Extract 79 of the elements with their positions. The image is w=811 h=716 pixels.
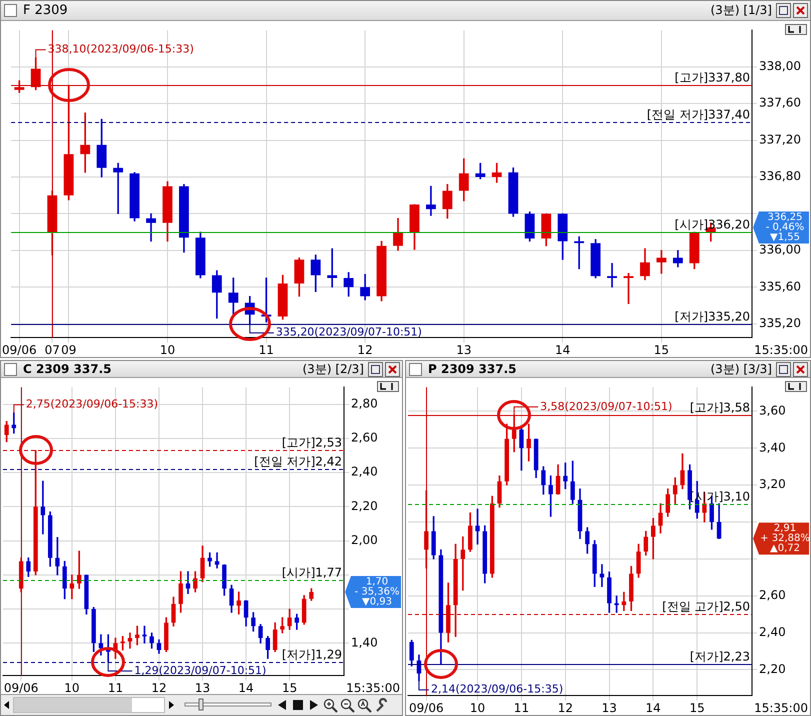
annotation: 335,20(2023/09/07-10:51) [276, 326, 422, 339]
x-tick-label: 15 [654, 342, 670, 357]
candlestick [656, 250, 666, 274]
candlestick [624, 273, 634, 304]
ref-line-label: [전일 저가]2,42 [254, 454, 342, 469]
x-tick-label: 12 [151, 680, 167, 695]
ref-line-label: [전일 저가]337,40 [646, 108, 750, 122]
text: 1,70 - 35,36% ▼0,93 [354, 576, 400, 608]
y-tick-label: 2,20 [351, 498, 378, 513]
x-tick-label: 11 [108, 680, 124, 695]
ref-line-label: [고가]2,53 [282, 436, 342, 450]
chart-title: C 2309 337.5 [23, 362, 112, 376]
x-tick-label: 09/06 [409, 700, 444, 715]
x-tick-label: 12 [558, 700, 573, 715]
x-tick-label: 10 [470, 700, 486, 715]
y-tick-label: 2,00 [351, 532, 378, 547]
x-tick-label: 15 [282, 680, 298, 695]
x-tick-label: 09/06 [4, 680, 38, 695]
x-tick-label: 07 [44, 342, 60, 357]
y-tick-label: 336,80 [759, 169, 801, 184]
x-tick-label: 13 [456, 342, 472, 357]
x-tick-label: 14 [646, 700, 661, 715]
ref-line-label: [저가]2,23 [690, 650, 750, 664]
x-tick-label: 13 [602, 700, 617, 715]
ref-line-label: [전일 고가]2,50 [662, 600, 750, 614]
y-tick-label: 336,00 [759, 242, 801, 257]
ref-line-label: [고가]337,80 [674, 70, 750, 85]
chart-title: F 2309 [23, 3, 68, 18]
ref-line-label: [저가]1,29 [282, 648, 342, 662]
text: 15:35:00 [754, 701, 808, 716]
candlestick [146, 213, 156, 242]
ref-line-label: [시가]1,77 [282, 566, 342, 580]
annotation: 2,14(2023/09/06-15:35) [430, 682, 564, 696]
y-tick-label: 3,40 [759, 440, 786, 454]
ref-line-label: [고가]3,58 [690, 400, 750, 415]
candlestick [128, 632, 132, 649]
y-tick-label: 2,20 [759, 662, 786, 676]
x-tick-label: 14 [238, 680, 254, 695]
text: 15:35:00 [346, 681, 400, 696]
candlestick [475, 508, 480, 544]
x-tick-label: 15 [689, 700, 705, 715]
y-tick-label: 2,80 [351, 396, 378, 410]
y-tick-label: 338,00 [759, 59, 801, 74]
candlestick [142, 626, 147, 644]
x-tick-label: 10 [64, 680, 80, 695]
x-tick-label: 14 [555, 342, 570, 357]
x-tick-label: 13 [194, 680, 210, 695]
annotation: 3,58(2023/09/07-10:51) [540, 400, 672, 413]
candlestick [70, 574, 74, 600]
ref-line-label: [저가]335,20 [674, 310, 750, 324]
y-tick-label: 1,40 [351, 635, 378, 650]
annotation: 2,75(2023/09/06-15:33) [26, 398, 158, 411]
y-tick-label: 3,20 [759, 477, 786, 492]
candlestick [600, 564, 604, 587]
chart-title: P 2309 337.5 [428, 362, 517, 376]
y-tick-label: 2,40 [351, 464, 378, 479]
candlestick [426, 186, 436, 216]
chart-subtitle: (3분) [3/3] [710, 360, 772, 378]
text: 2,91 + 32,88% ▲0,72 [760, 523, 810, 554]
candlestick [607, 262, 617, 288]
text: 336,25 - 0,46% ▼1,55 [766, 212, 804, 244]
chart-subtitle: (3분) [1/3] [710, 2, 772, 19]
y-tick-label: 337,60 [759, 96, 801, 110]
x-tick-label: 09 [61, 342, 76, 357]
x-tick-label: 09/06 [2, 342, 37, 357]
y-tick-label: 3,60 [759, 403, 786, 418]
x-tick-label: 10 [160, 342, 176, 357]
y-tick-label: 2,60 [351, 430, 378, 445]
x-tick-label: 12 [357, 342, 373, 357]
annotation: 1,29(2023/09/07-10:51) [134, 664, 266, 677]
y-tick-label: 335,60 [759, 279, 801, 294]
text: 15:35:00 [754, 343, 808, 358]
y-tick-label: 2,60 [759, 588, 786, 602]
x-tick-label: 11 [258, 342, 274, 357]
y-tick-label: 337,20 [759, 132, 801, 146]
chart-subtitle: (3분) [2/3] [302, 360, 364, 378]
y-tick-label: 2,40 [759, 624, 786, 639]
x-tick-label: 11 [514, 700, 530, 715]
y-tick-label: 335,20 [759, 316, 801, 330]
